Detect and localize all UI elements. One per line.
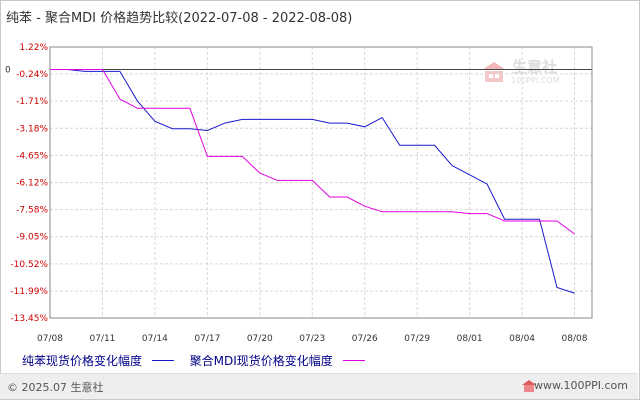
y-tick-label: -9.05% [16,233,48,243]
legend-item-mdi: 聚合MDI现货价格变化幅度 [190,352,365,369]
y-tick-label: -11.99% [10,287,48,297]
watermark-logo-icon [482,62,506,82]
y-tick-label: -13.45% [10,314,48,324]
series [50,69,575,294]
y-tick-label: 1.22% [19,43,48,53]
chart-title: 纯苯 - 聚合MDI 价格趋势比较(2022-07-08 - 2022-08-0… [6,11,353,26]
x-tick-label: 07/26 [352,334,378,344]
legend-line-benzene [151,360,174,361]
legend-label-benzene: 纯苯现货价格变化幅度 [22,354,143,368]
watermark-text: 生意社 [512,58,557,76]
x-tick-label: 08/01 [457,334,483,344]
legend-label-mdi: 聚合MDI现货价格变化幅度 [189,354,333,368]
tick-labels: 1.22% -0.24% -1.71% -3.18% -4.65% -6.12% -7.58… [5,43,588,344]
series-line-mdi [50,69,575,235]
zero-label: 0 [5,66,11,76]
y-tick-label: -0.24% [16,70,48,80]
x-tick-label: 07/11 [89,334,115,344]
footer: © 2025.07 生意社 www.100PPI.com [0,373,638,399]
footer-site-link[interactable]: www.100PPI.com [534,379,628,392]
axes [49,46,593,319]
x-tick-label: 07/08 [37,334,63,344]
y-tick-label: -3.18% [16,124,48,134]
watermark-url: 100PPI.COM [511,76,560,85]
x-tick-label: 07/20 [247,334,273,344]
x-tick-label: 07/29 [404,334,430,344]
x-tick-label: 07/23 [299,334,325,344]
legend-line-mdi [342,360,365,361]
grid [49,46,592,319]
x-tick-label: 08/08 [562,334,588,344]
watermark: 生意社 100PPI.COM [482,58,560,85]
series-line-benzene [50,69,575,294]
y-tick-label: -1.71% [16,97,48,107]
x-tick-label: 07/17 [194,334,220,344]
y-tick-label: -7.58% [16,206,48,216]
y-tick-label: -10.52% [10,260,48,270]
y-tick-label: -4.65% [16,151,48,161]
plot-border [49,46,593,319]
chart-svg: 生意社 100PPI.COM 1.22% -0.24% -1.71% -3.18% -4… [5,43,593,344]
legend-item-benzene: 纯苯现货价格变化幅度 [22,352,174,369]
footer-logo-icon [522,380,536,392]
x-tick-label: 08/04 [509,334,535,344]
legend: 纯苯现货价格变化幅度 聚合MDI现货价格变化幅度 [22,352,377,369]
x-tick-label: 07/14 [142,334,168,344]
y-tick-label: -6.12% [16,179,48,189]
footer-copyright: © 2025.07 生意社 [7,381,104,394]
